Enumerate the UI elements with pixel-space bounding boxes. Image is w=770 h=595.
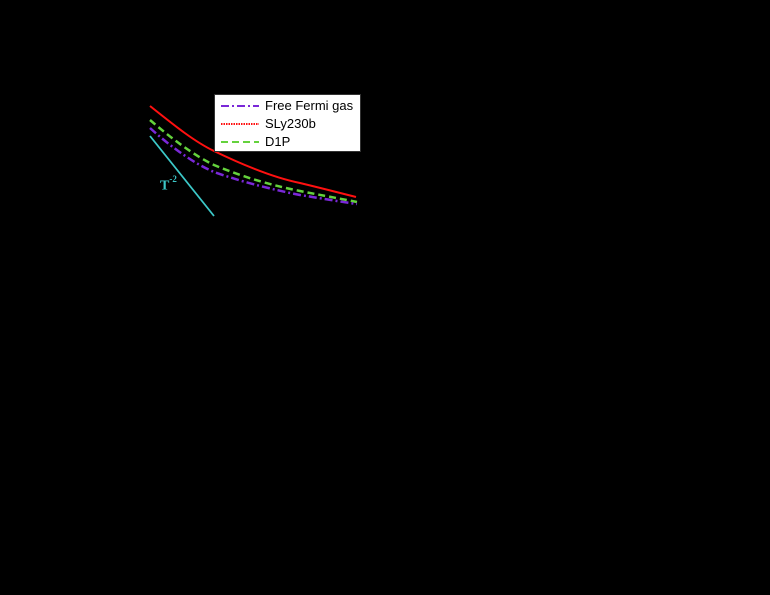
dotted-line-icon bbox=[221, 123, 259, 125]
dash-dot-line-icon bbox=[221, 105, 259, 107]
curve-t-minus-2-reference bbox=[149, 135, 215, 217]
legend: Free Fermi gas SLy230b D1P bbox=[214, 94, 361, 152]
t-minus-2-annotation: T-2 bbox=[160, 174, 177, 194]
curve-free-fermi-gas bbox=[149, 127, 358, 206]
legend-item-free-fermi-gas: Free Fermi gas bbox=[215, 97, 360, 115]
legend-item-d1p: D1P bbox=[215, 133, 360, 151]
legend-item-sly230b: SLy230b bbox=[215, 115, 360, 133]
dashed-line-icon bbox=[221, 141, 259, 143]
curve-d1p bbox=[149, 119, 358, 204]
curve-sly230b bbox=[149, 105, 357, 198]
